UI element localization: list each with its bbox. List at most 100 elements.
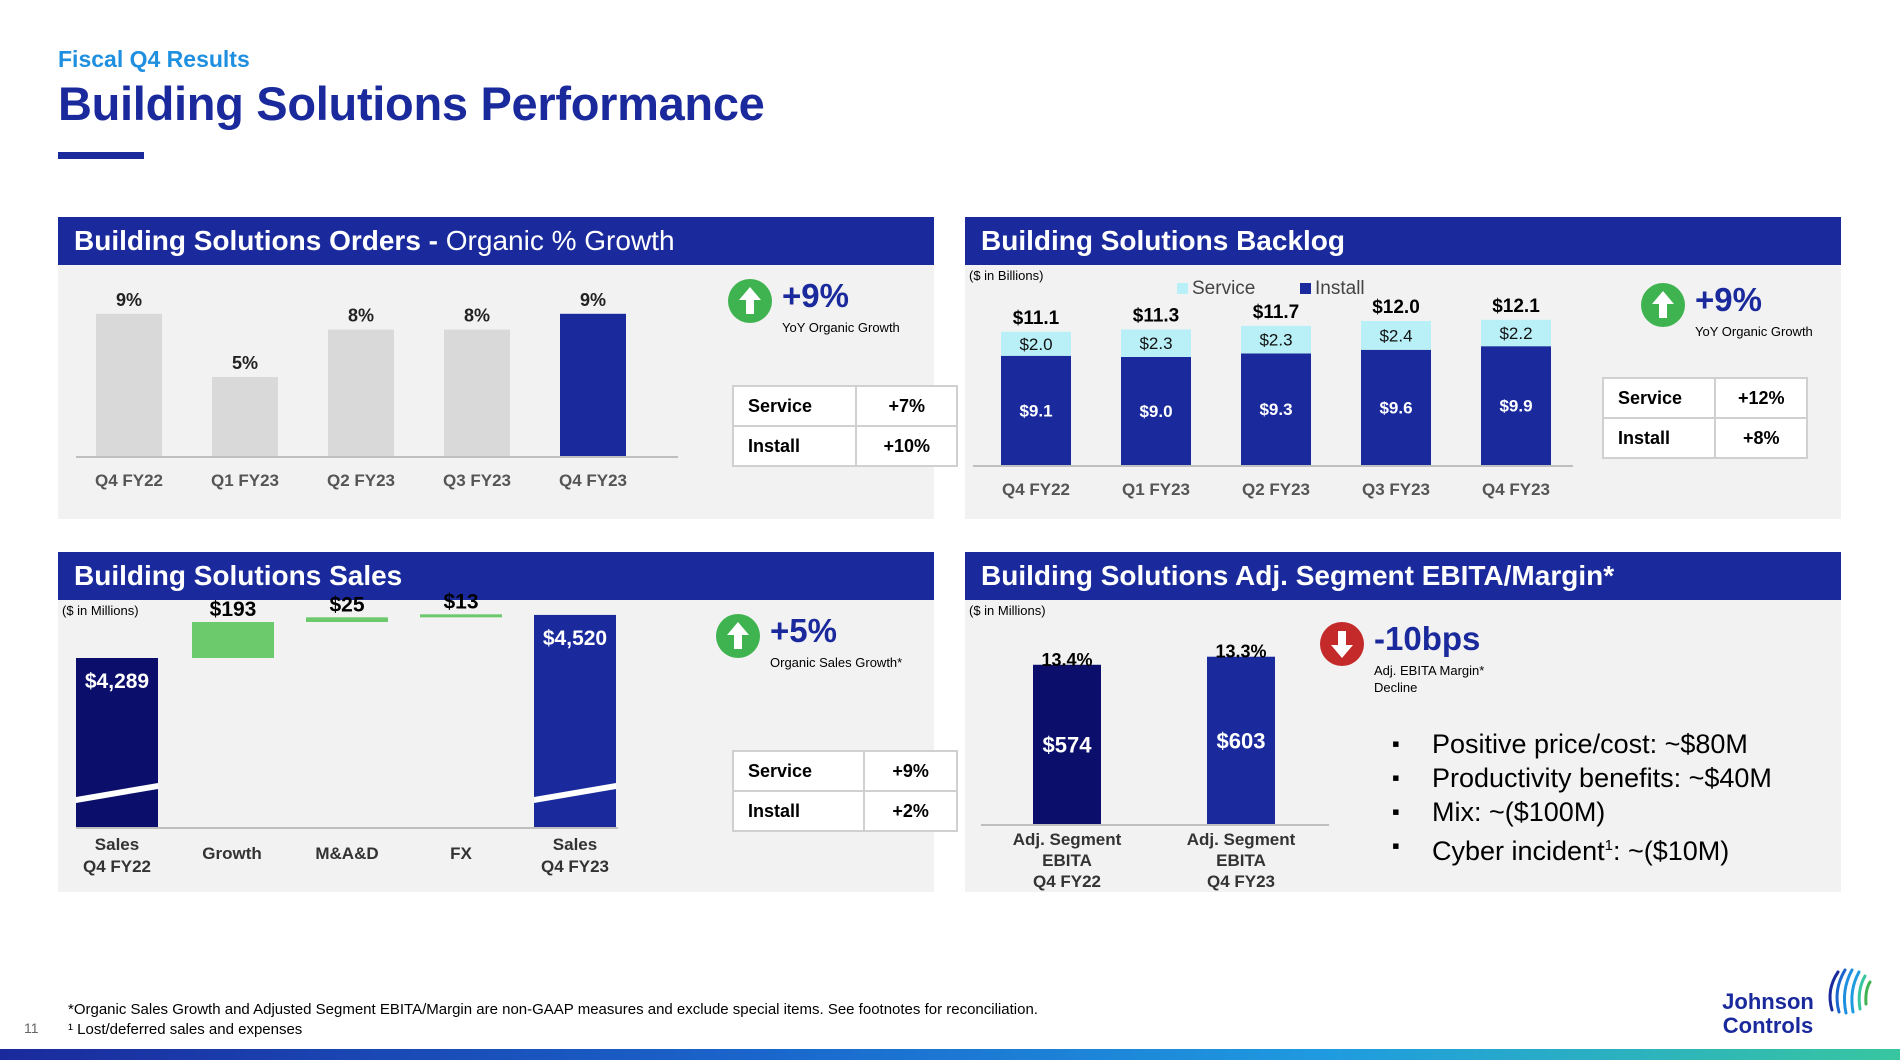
footnote-marker: 1 (1604, 837, 1613, 854)
sales-tick-label: Sales (95, 835, 139, 854)
backlog-service-bar (1121, 329, 1191, 357)
ebita-chart: 13.4% $574 Adj. Segment EBITA Q4 FY22 13.3% $6… (981, 642, 1329, 891)
sales-panel: Building Solutions Sales ($ in Millions)… (58, 552, 958, 892)
arrow-up-icon (1641, 283, 1685, 327)
logo-line2: Controls (1722, 1013, 1814, 1038)
backlog-service-value: +12% (1714, 377, 1808, 419)
backlog-service-bar (1361, 321, 1431, 350)
backlog-install-label: Install (1601, 417, 1717, 459)
ebita-panel-header: Building Solutions Adj. Segment EBITA/Ma… (965, 552, 1841, 600)
backlog-tick-label: Q3 FY23 (1362, 480, 1430, 499)
orders-title-regular: Organic % Growth (445, 225, 675, 256)
backlog-service-label: $2.3 (1139, 334, 1172, 353)
ebita-bullet-list: Positive price/cost: ~$80M Productivity … (1392, 727, 1772, 868)
backlog-install-label: $9.6 (1379, 398, 1412, 417)
legend-swatch-install (1300, 283, 1311, 294)
orders-bar (212, 377, 278, 456)
logo-line1: Johnson (1722, 989, 1814, 1014)
sales-tick-label: Growth (202, 844, 262, 863)
ebita-bar (1033, 664, 1101, 824)
ebita-kpi-label-line2: Decline (1374, 680, 1418, 695)
sales-panel-header: Building Solutions Sales (58, 552, 934, 600)
sales-install-value: +2% (863, 790, 958, 832)
bullet-text: Mix: ~($100M) (1432, 797, 1606, 827)
sales-tick-label: Q4 FY22 (83, 857, 151, 876)
orders-title-bold: Building Solutions Orders - (74, 225, 446, 256)
sales-tick-label: M&A&D (315, 844, 378, 863)
backlog-total-label: $11.7 (1253, 302, 1300, 323)
backlog-service-bar (1001, 331, 1071, 356)
sales-split-table: Service +9% Install +2% (731, 750, 958, 832)
orders-bar (444, 329, 510, 456)
sales-title: Building Solutions Sales (74, 560, 403, 591)
table-row: Install +2% (731, 790, 958, 832)
table-row: Service +12% (1601, 377, 1808, 419)
legend-swatch-service (1177, 283, 1188, 294)
ebita-tick-label: Q4 FY22 (1033, 872, 1101, 891)
sales-bar-label: $13 (443, 590, 478, 613)
sales-kpi-label: Organic Sales Growth* (770, 655, 903, 670)
orders-split-table: Service +7% Install +10% (731, 385, 958, 467)
backlog-service-label: $2.3 (1259, 331, 1292, 350)
ebita-title: Building Solutions Adj. Segment EBITA/Ma… (981, 560, 1615, 591)
sales-install-label: Install (731, 790, 866, 832)
list-item: Productivity benefits: ~$40M (1392, 761, 1772, 795)
backlog-kpi-label: YoY Organic Growth (1695, 324, 1813, 339)
orders-install-value: +10% (855, 425, 958, 467)
eyebrow-title: Fiscal Q4 Results (58, 46, 250, 72)
footnotes: *Organic Sales Growth and Adjusted Segme… (68, 1000, 1038, 1040)
orders-tick-label: Q1 FY23 (211, 471, 279, 490)
ebita-margin-label: 13.3% (1215, 642, 1266, 662)
company-logo: Johnson Controls (1718, 966, 1878, 1038)
page-number: 11 (24, 1020, 39, 1036)
arrow-up-icon (716, 614, 760, 658)
backlog-service-label: Service (1601, 377, 1717, 419)
backlog-total-label: $12.1 (1492, 296, 1540, 317)
sales-delta-bar (420, 614, 502, 618)
sales-chart: $4,289 $193 $25 $13 $4,520 Sales Q4 FY22 Growth… (76, 590, 618, 876)
logo-wordmark: Johnson Controls (1718, 990, 1818, 1038)
ebita-bar (1207, 656, 1275, 824)
sales-bar-label: $4,520 (543, 627, 607, 650)
legend-label-service: Service (1192, 278, 1255, 299)
sales-delta-bar (306, 617, 388, 622)
backlog-install-value: +8% (1714, 417, 1808, 459)
backlog-panel-body: ($ in Billions) Service Install $9.1 $2.0 $1… (965, 265, 1841, 519)
backlog-panel: Building Solutions Backlog ($ in Billion… (965, 217, 1841, 519)
backlog-service-label: $2.4 (1379, 326, 1412, 345)
orders-data-label: 8% (464, 306, 490, 326)
globe-swirl-logo-icon (1828, 968, 1872, 1015)
table-row: Service +7% (731, 385, 958, 427)
ebita-kpi-label: Adj. EBITA Margin* Decline (1374, 662, 1484, 696)
backlog-service-label: $2.2 (1499, 324, 1532, 343)
sales-bar-label: $25 (329, 593, 364, 616)
backlog-install-label: $9.3 (1259, 400, 1292, 419)
orders-tick-label: Q3 FY23 (443, 471, 511, 490)
bullet-text: Productivity benefits: ~$40M (1432, 763, 1772, 793)
arrow-up-icon (728, 279, 772, 323)
backlog-install-bar (1001, 355, 1071, 465)
ebita-bar-label: $603 (1217, 728, 1266, 753)
orders-tick-label: Q2 FY23 (327, 471, 395, 490)
backlog-tick-label: Q2 FY23 (1242, 480, 1310, 499)
page-title: Building Solutions Performance (58, 77, 765, 130)
title-underline (58, 152, 144, 159)
orders-panel: Building Solutions Orders - Organic % Gr… (58, 217, 958, 519)
orders-kpi-label: YoY Organic Growth (782, 320, 900, 335)
ebita-tick-label: Adj. Segment (1187, 830, 1296, 849)
ebita-bar-label: $574 (1043, 732, 1093, 757)
orders-data-label: 8% (348, 306, 374, 326)
backlog-service-bar (1241, 325, 1311, 354)
sales-bar-label: $193 (210, 598, 257, 621)
bullet-text-pre: Cyber incident (1432, 836, 1605, 866)
sales-tick-label: Q4 FY23 (541, 857, 609, 876)
sales-axis-break (534, 783, 616, 803)
backlog-title: Building Solutions Backlog (981, 225, 1345, 256)
list-item: Mix: ~($100M) (1392, 795, 1772, 829)
ebita-kpi-value: -10bps (1374, 620, 1481, 657)
backlog-unit-note: ($ in Billions) (969, 268, 1044, 283)
table-row: Install +10% (731, 425, 958, 467)
list-item: Cyber incident1: ~($10M) (1392, 829, 1772, 868)
ebita-tick-label: Adj. Segment (1013, 830, 1122, 849)
orders-tick-label: Q4 FY22 (95, 471, 163, 490)
